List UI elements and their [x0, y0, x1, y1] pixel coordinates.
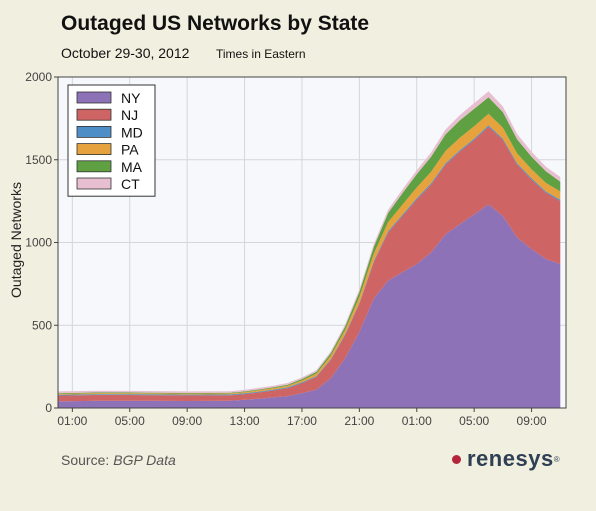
x-tick-label: 01:00	[57, 414, 87, 428]
legend-swatch-pa	[76, 143, 112, 156]
renesys-logo: renesys ®	[452, 446, 560, 472]
y-tick-label: 2000	[25, 70, 52, 84]
legend-label-ct: CT	[121, 176, 140, 192]
legend-label-pa: PA	[121, 142, 139, 158]
chart-subtitle: October 29-30, 2012	[61, 45, 190, 61]
x-tick-label: 21:00	[344, 414, 374, 428]
legend-swatch-ma	[76, 160, 112, 173]
brand-name: renesys	[467, 446, 554, 471]
brand-dot-icon	[452, 454, 461, 464]
y-axis-ticks: 0 500 1000 1500 2000	[25, 70, 58, 415]
x-tick-label: 01:00	[402, 414, 432, 428]
area-ma	[58, 97, 561, 394]
legend-swatch-ny	[76, 91, 112, 104]
area-md	[58, 125, 561, 396]
source-label: Source:	[61, 452, 110, 468]
chart-title: Outaged US Networks by State	[61, 12, 370, 35]
x-tick-label: 09:00	[172, 414, 202, 428]
y-tick-label: 1500	[25, 153, 52, 167]
x-tick-label: 05:00	[115, 414, 145, 428]
legend-label-ny: NY	[121, 90, 141, 106]
y-tick-label: 0	[45, 401, 52, 415]
x-axis-ticks: 01:00 05:00 09:00 13:00 17:00 21:00 01:00 05:00…	[57, 408, 547, 428]
source-note: Source: BGP Data	[61, 452, 176, 468]
legend-swatch-ct	[76, 177, 112, 190]
area-ct	[58, 91, 561, 394]
legend-swatch-md	[76, 126, 112, 138]
legend-label-ma: MA	[121, 159, 143, 175]
legend-label-nj: NJ	[121, 107, 138, 123]
timezone-note: Times in Eastern	[216, 47, 306, 61]
y-tick-label: 500	[32, 318, 52, 332]
legend-swatch-nj	[76, 108, 112, 121]
source-value: BGP Data	[113, 452, 176, 468]
y-tick-label: 1000	[25, 236, 52, 250]
area-pa	[58, 113, 561, 395]
area-nj	[58, 126, 561, 402]
brand-trademark: ®	[553, 454, 560, 464]
stacked-areas	[58, 91, 561, 408]
legend-label-md: MD	[121, 124, 143, 140]
x-tick-label: 17:00	[287, 414, 317, 428]
area-ny	[58, 204, 561, 408]
x-tick-label: 09:00	[517, 414, 547, 428]
x-tick-label: 13:00	[230, 414, 260, 428]
x-tick-label: 05:00	[459, 414, 489, 428]
